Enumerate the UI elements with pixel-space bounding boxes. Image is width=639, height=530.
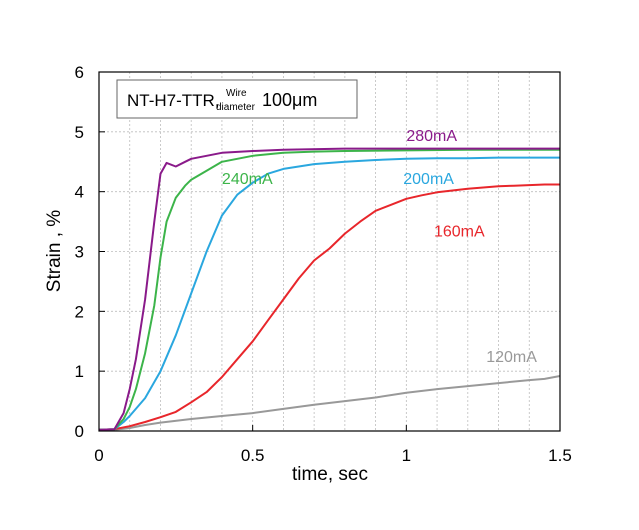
y-tick-label: 1 — [75, 362, 84, 381]
x-tick-label: 0.5 — [241, 446, 265, 465]
tick-labels: 0 0.5 1 1.5 0 1 2 3 4 5 6 — [75, 63, 572, 465]
annotation-sub: diameter — [216, 102, 256, 113]
series-labels: 120mA 160mA 200mA 240mA 280mA — [222, 128, 537, 366]
annotation-value: 100μm — [262, 90, 317, 110]
series-line-200mA — [98, 156, 560, 431]
annotation-sup: Wire — [226, 88, 247, 99]
series-line-280mA — [98, 147, 560, 431]
series-label-280mA: 280mA — [406, 128, 457, 145]
series-label-160mA: 160mA — [434, 224, 485, 241]
series-lines — [98, 147, 561, 431]
y-tick-label: 0 — [75, 422, 84, 441]
y-axis-title: Strain , % — [44, 210, 65, 292]
grid — [99, 72, 560, 431]
series-line-120mA — [99, 375, 561, 431]
x-tick-label: 1.5 — [548, 446, 572, 465]
y-tick-label: 4 — [75, 183, 84, 202]
series-label-120mA: 120mA — [486, 349, 537, 366]
series-line-240mA — [98, 148, 560, 431]
y-tick-label: 3 — [75, 243, 84, 262]
annotation-box: NT-H7-TTR, Wire diameter 100μm — [116, 79, 358, 119]
x-tick-label: 1 — [402, 446, 411, 465]
ticks — [98, 71, 561, 432]
annotation-main: NT-H7-TTR, — [127, 91, 220, 110]
series-line-160mA — [98, 183, 560, 431]
series-label-200mA: 200mA — [403, 171, 454, 188]
series-label-240mA: 240mA — [222, 171, 273, 188]
x-tick-label: 0 — [94, 446, 103, 465]
y-tick-label: 6 — [75, 63, 84, 82]
y-tick-label: 5 — [75, 123, 84, 142]
y-tick-label: 2 — [75, 302, 84, 321]
x-axis-title: time, sec — [292, 464, 368, 485]
